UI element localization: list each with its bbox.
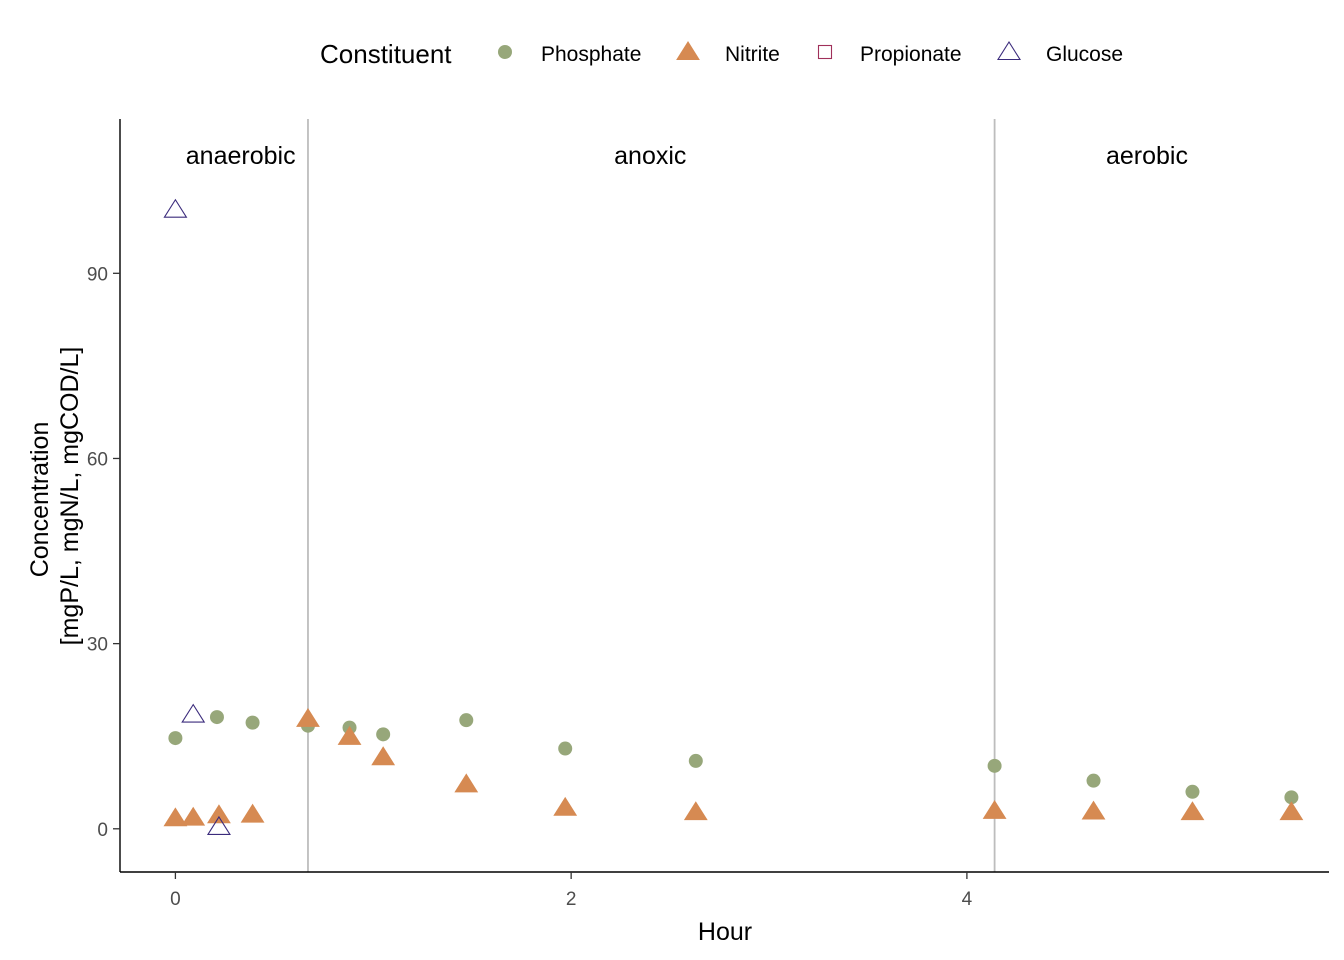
y-tick-label: 0 [97,820,108,841]
legend-label-glucose: Glucose [1046,43,1123,66]
glucose-point [181,703,206,723]
phosphate-point [987,758,1002,773]
axes: 0 2 4 0 30 60 90 [87,119,1329,910]
y-axis-title-line-2: [mgP/L, mgN/L, mgCOD/L] [56,347,84,646]
legend: Constituent Phosphate Nitrite Propionate Gl… [320,39,1123,69]
y-tick-label: 90 [87,264,108,285]
phosphate-point [1284,790,1299,805]
glucose-point [206,815,231,835]
legend-label-nitrite: Nitrite [725,43,780,66]
data-points [163,198,1304,835]
nitrite-point [181,806,206,826]
phosphate-point [168,731,183,746]
nitrite-point [296,707,320,727]
phosphate-point [459,713,474,728]
glucose-point [163,198,188,218]
phosphate-point [1185,784,1200,799]
phosphate-point [209,710,224,725]
nitrite-point [1081,800,1106,820]
x-tick-label: 0 [170,889,181,910]
phosphate-point [558,741,573,756]
legend-title: Constituent [320,39,452,69]
legend-key-propionate [817,44,833,60]
nitrite-point [553,796,578,816]
legend-key-glucose [997,40,1021,61]
nitrite-point [1180,801,1205,821]
nitrite-point [240,803,265,823]
y-axis-title: Concentration [mgP/L, mgN/L, mgCOD/L] [26,347,84,646]
nitrite-point [982,799,1007,819]
nitrite-point [1279,801,1304,821]
legend-key-phosphate [498,45,512,59]
y-axis-title-line-1: Concentration [26,422,54,578]
y-tick-label: 30 [87,635,108,656]
phosphate-point [688,753,703,768]
legend-label-phosphate: Phosphate [541,43,641,66]
y-tick-label: 60 [87,449,108,470]
nitrite-point [454,773,479,793]
phosphate-point [1086,773,1101,788]
legend-key-nitrite [676,41,700,60]
x-tick-label: 4 [962,889,973,910]
phase-label-anoxic: anoxic [614,142,686,170]
nitrite-point [207,804,231,824]
nitrite-point [683,801,708,821]
nitrite-point [337,725,362,745]
nitrite-point [371,746,396,766]
legend-label-propionate: Propionate [860,43,962,66]
x-tick-label: 2 [566,889,577,910]
phase-label-aerobic: aerobic [1106,142,1188,170]
phase-label-anaerobic: anaerobic [186,142,296,170]
phase-boundaries [307,119,996,872]
phase-labels: anaerobic anoxic aerobic [186,142,1188,170]
phosphate-point [376,727,391,742]
phosphate-point [245,715,260,730]
nitrite-point [163,807,188,827]
x-axis-title: Hour [698,918,752,946]
